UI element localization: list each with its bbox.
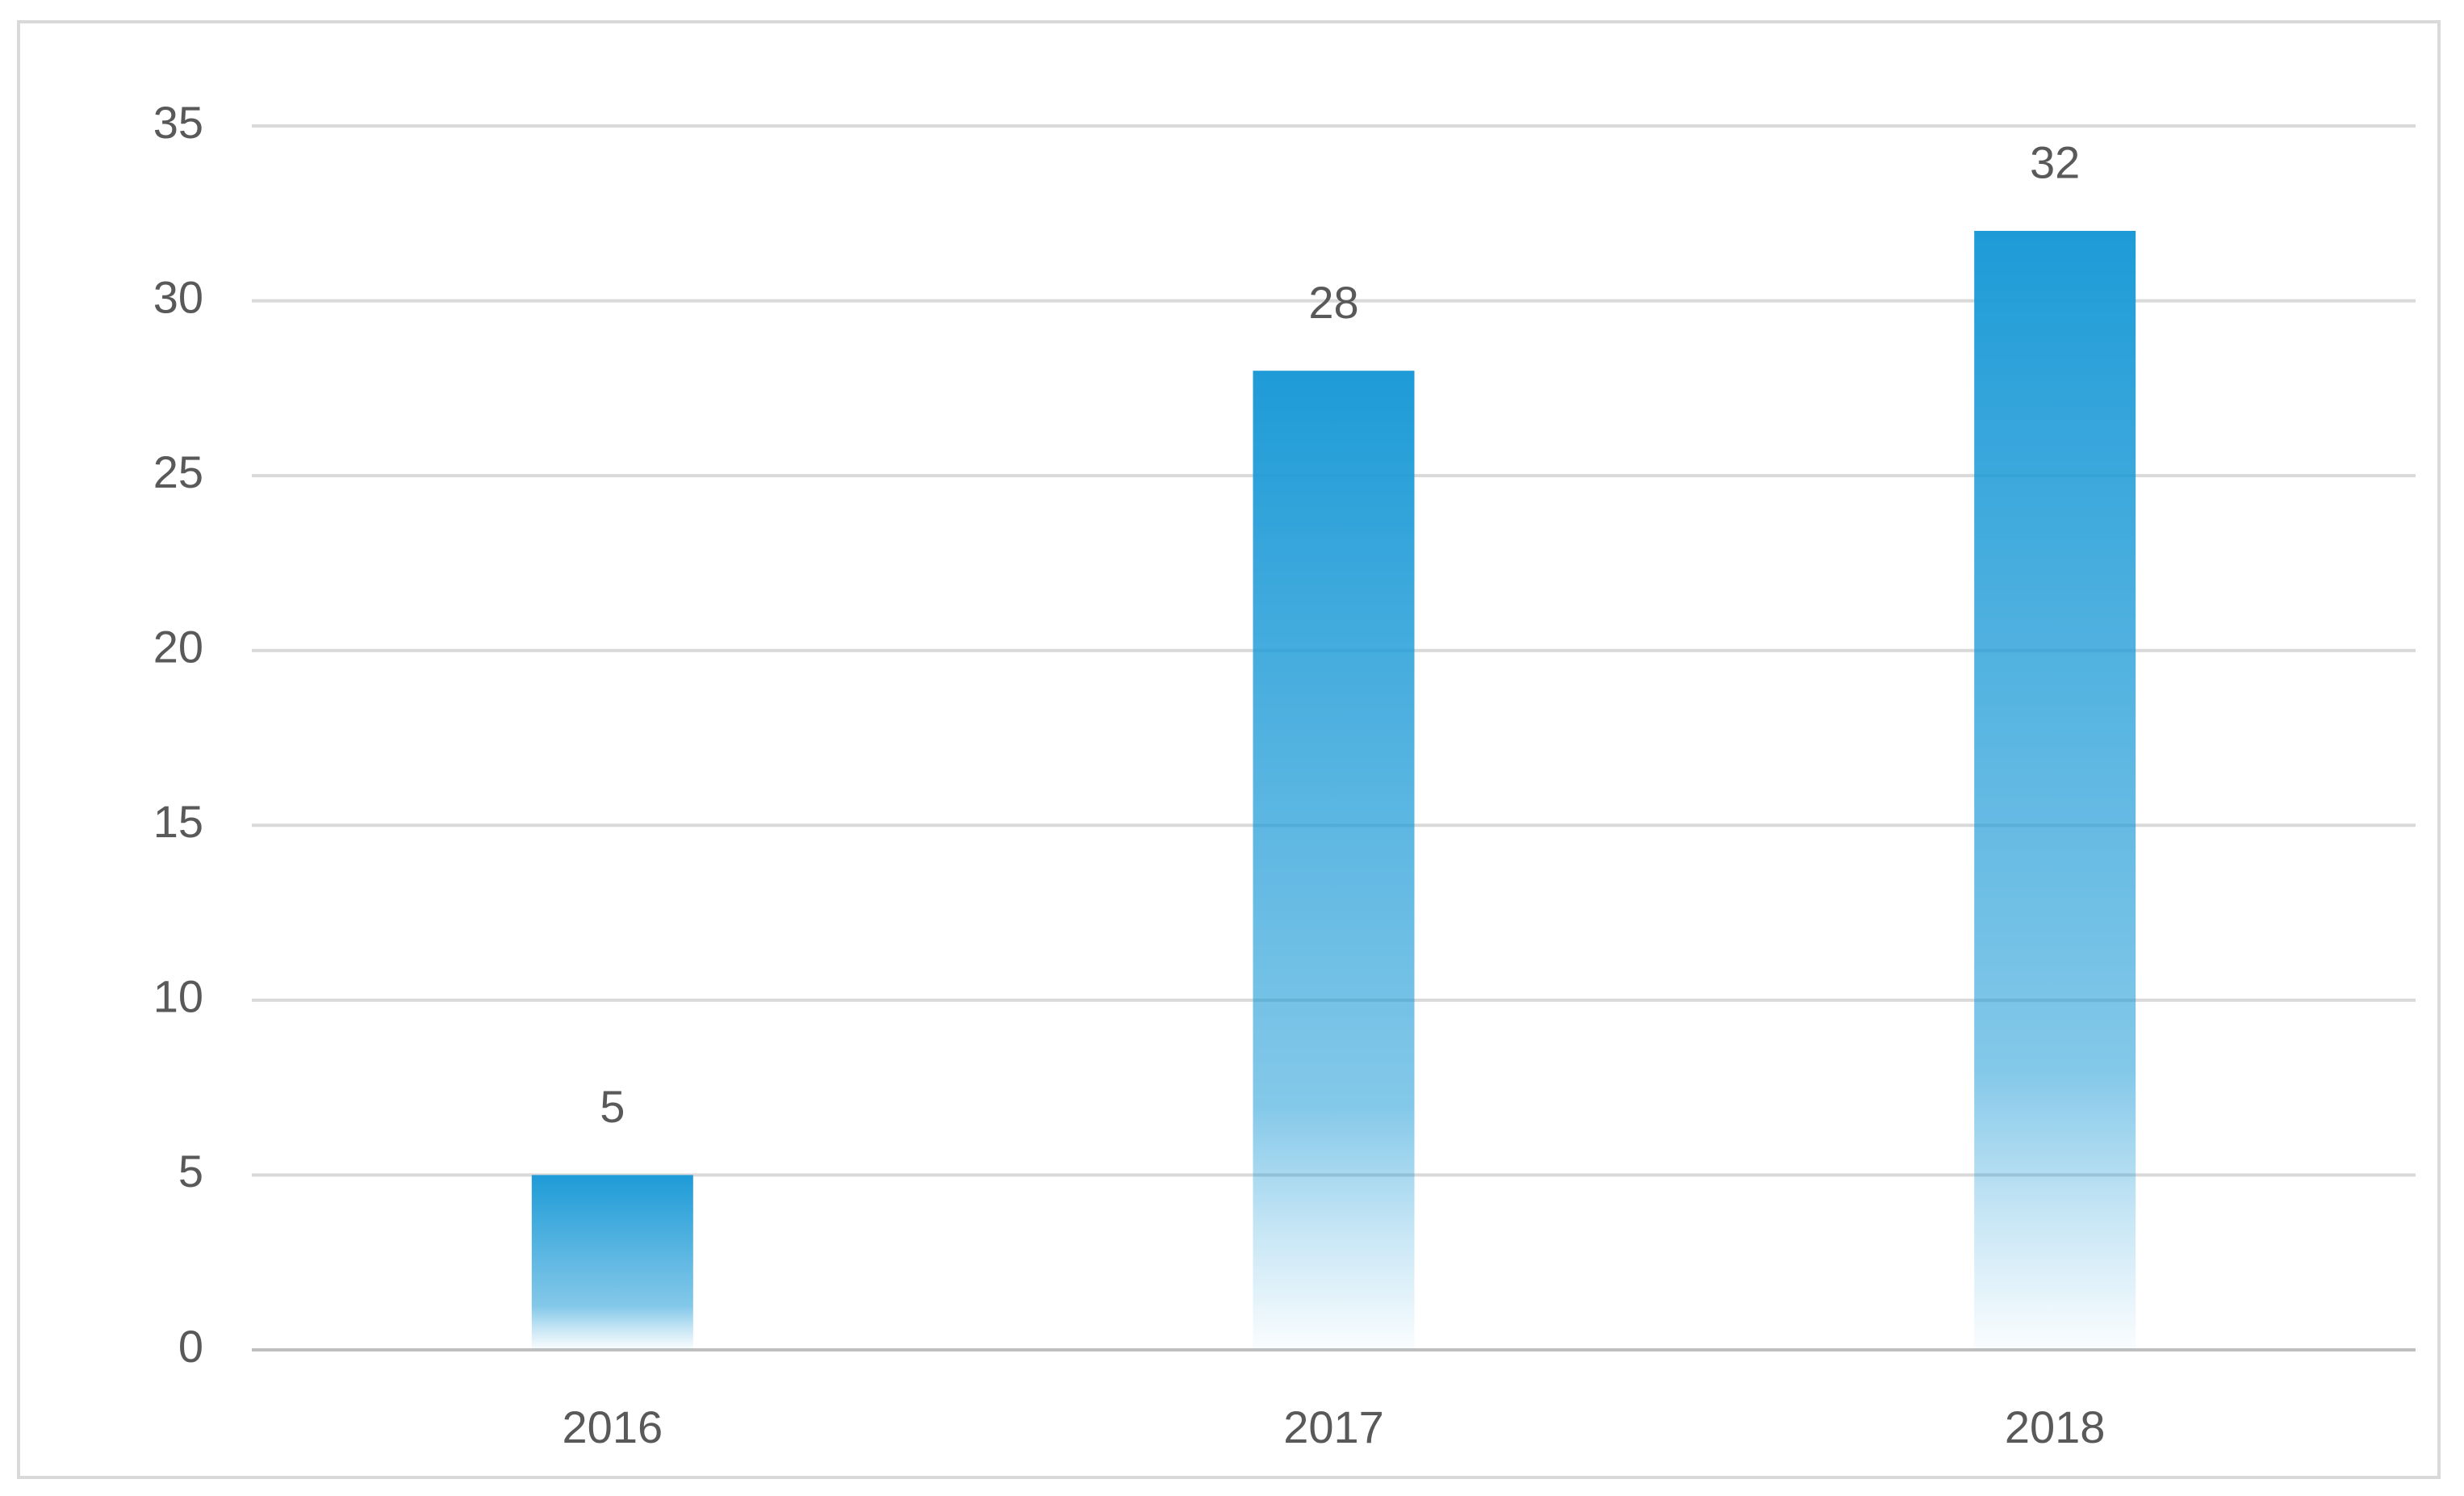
bar [1253, 371, 1415, 1351]
value-label: 5 [600, 1081, 625, 1132]
value-label: 32 [2030, 137, 2080, 188]
value-label: 28 [1308, 277, 1358, 328]
y-tick-label: 30 [153, 271, 203, 322]
x-tick-label: 2018 [2005, 1402, 2106, 1452]
y-tick-label: 15 [153, 796, 203, 847]
y-tick-label: 25 [153, 446, 203, 497]
y-tick-label: 35 [153, 97, 203, 148]
bar [1974, 230, 2136, 1350]
x-tick-label: 2017 [1283, 1402, 1384, 1452]
x-tick-label: 2016 [563, 1402, 663, 1452]
y-tick-label: 10 [153, 971, 203, 1022]
y-tick-label: 20 [153, 622, 203, 673]
bar [531, 1175, 693, 1350]
y-tick-label: 0 [178, 1321, 203, 1372]
y-tick-label: 5 [178, 1146, 203, 1196]
